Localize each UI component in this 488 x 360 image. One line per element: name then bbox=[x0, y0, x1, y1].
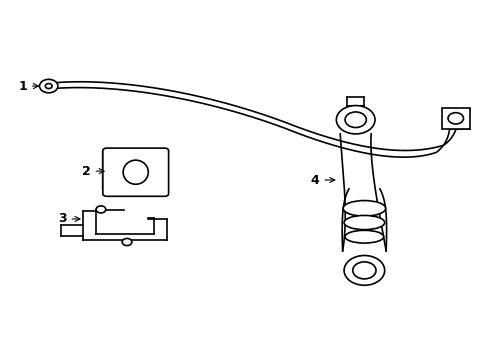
Ellipse shape bbox=[345, 230, 383, 243]
Ellipse shape bbox=[344, 215, 384, 230]
Circle shape bbox=[45, 84, 52, 89]
Text: 3: 3 bbox=[58, 212, 80, 225]
FancyBboxPatch shape bbox=[441, 108, 469, 129]
Circle shape bbox=[447, 113, 463, 124]
Circle shape bbox=[352, 262, 375, 279]
Circle shape bbox=[122, 238, 132, 246]
Text: 2: 2 bbox=[82, 165, 104, 177]
Circle shape bbox=[345, 112, 366, 127]
Ellipse shape bbox=[123, 160, 148, 184]
Circle shape bbox=[96, 206, 105, 213]
Circle shape bbox=[336, 105, 374, 134]
Circle shape bbox=[344, 256, 384, 285]
Text: 4: 4 bbox=[310, 174, 334, 186]
Ellipse shape bbox=[343, 201, 385, 216]
Text: 1: 1 bbox=[18, 80, 39, 93]
FancyBboxPatch shape bbox=[102, 149, 167, 189]
FancyBboxPatch shape bbox=[102, 148, 168, 196]
Circle shape bbox=[40, 79, 58, 93]
